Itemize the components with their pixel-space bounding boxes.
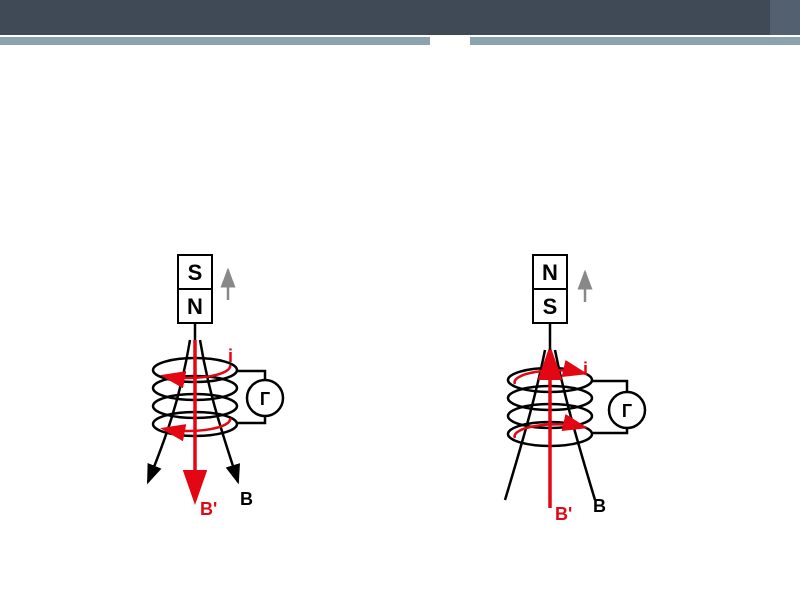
current-label: i [228, 346, 233, 366]
diagram-left-svg: Г i B' B S N [110, 240, 310, 540]
b-label: B [593, 496, 606, 516]
b-prime-label: B' [555, 504, 572, 524]
magnet: S N [178, 255, 212, 340]
magnet-bottom-label: N [187, 294, 203, 319]
diagram-left: Г i B' B S N [110, 240, 310, 540]
topbar-right-tint [770, 0, 800, 35]
galvanometer-label: Г [260, 389, 270, 409]
b-prime-label: B' [200, 499, 217, 519]
topbar-accent-left [0, 37, 430, 45]
magnet: N S [533, 255, 567, 350]
b-label: B [240, 489, 253, 509]
topbar-accent-right [470, 37, 800, 45]
magnet-top-label: S [188, 260, 203, 285]
diagram-right-svg: Г i B' B N S [465, 240, 665, 540]
magnet-top-label: N [542, 260, 558, 285]
topbar-main [0, 0, 800, 35]
current-label: i [583, 359, 588, 379]
magnet-bottom-label: S [543, 294, 558, 319]
diagram-right: Г i B' B N S [465, 240, 665, 540]
slide-root: Г i B' B S N [0, 0, 800, 600]
slide-topbar [0, 0, 800, 48]
galvanometer-label: Г [622, 401, 632, 421]
